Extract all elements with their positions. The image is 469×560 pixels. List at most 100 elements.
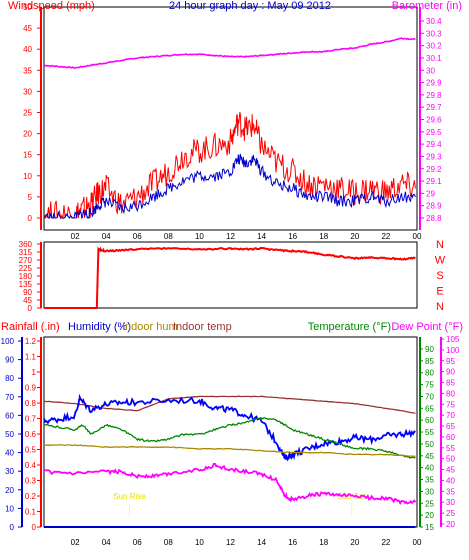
panel3-x-tick-label: 08 xyxy=(164,538,173,547)
direction-tick-label: 180 xyxy=(19,272,33,281)
direction-tick-label: 0 xyxy=(28,304,33,313)
series-wind-speed xyxy=(43,153,416,219)
panel1-x-tick-label: 02 xyxy=(71,232,80,241)
rain-tick-label: 0.7 xyxy=(25,415,37,424)
dewpoint-tick-label: 90 xyxy=(446,368,455,377)
series-indoor-temp xyxy=(43,395,416,414)
barometer-tick-label: 30.2 xyxy=(426,42,442,51)
panel1-x-tick-label: 18 xyxy=(319,232,328,241)
compass-label: W xyxy=(435,255,446,267)
rain-tick-label: 0.5 xyxy=(25,446,37,455)
rain-tick-label: 0.4 xyxy=(25,461,37,470)
windspeed-tick-label: 0 xyxy=(28,214,33,223)
windspeed-tick-label: 45 xyxy=(23,24,32,33)
rain-tick-label: 0.3 xyxy=(25,477,37,486)
dewpoint-tick-label: 20 xyxy=(446,520,455,529)
indoor-hum-axis-label: Indoor hum xyxy=(122,321,178,333)
temperature-tick-label: 30 xyxy=(425,487,434,496)
panel1-x-tick-label: 20 xyxy=(350,232,359,241)
barometer-tick-label: 30.1 xyxy=(426,54,442,63)
panel-wind-frame xyxy=(43,6,418,231)
barometer-tick-label: 30.3 xyxy=(426,29,442,38)
dewpoint-tick-label: 25 xyxy=(446,509,455,518)
barometer-tick-label: 29.6 xyxy=(426,116,442,125)
series-barometer-in xyxy=(43,37,416,69)
temperature-tick-label: 50 xyxy=(425,440,434,449)
windspeed-tick-label: 5 xyxy=(28,193,33,202)
humidity-tick-label: 0 xyxy=(10,523,15,532)
barometer-tick-label: 29.3 xyxy=(426,152,442,161)
series-temperature-f xyxy=(43,416,416,459)
temperature-tick-label: 25 xyxy=(425,499,434,508)
temperature-tick-label: 75 xyxy=(425,381,434,390)
dewpoint-tick-label: 75 xyxy=(446,400,455,409)
temperature-tick-label: 65 xyxy=(425,404,434,413)
temperature-tick-label: 35 xyxy=(425,476,434,485)
panel3-x-tick-label: 02 xyxy=(71,538,80,547)
direction-tick-label: 45 xyxy=(23,296,32,305)
sun-marker-label: Sun Set xyxy=(337,492,366,501)
dewpoint-tick-label: 70 xyxy=(446,411,455,420)
barometer-tick-label: 29.2 xyxy=(426,165,442,174)
series-wind-direction xyxy=(44,246,416,309)
chart-title: 24 hour graph day : May 09 2012 xyxy=(169,0,331,12)
rain-tick-label: 1.2 xyxy=(25,337,37,346)
direction-tick-label: 225 xyxy=(19,264,33,273)
direction-tick-label: 360 xyxy=(19,240,33,249)
panel-wind-barometer: Windspeed (mph) 24 hour graph day : May … xyxy=(8,0,462,241)
panel3-x-tick-label: 06 xyxy=(133,538,142,547)
humidity-tick-label: 80 xyxy=(5,374,14,383)
humidity-tick-label: 70 xyxy=(5,393,14,402)
dewpoint-tick-label: 60 xyxy=(446,433,455,442)
panel-temperature-humidity: Rainfall (.in) Humidity (%) Indoor hum I… xyxy=(1,321,463,547)
panel1-x-tick-label: 22 xyxy=(381,232,390,241)
panel3-x-tick-label: 20 xyxy=(350,538,359,547)
temperature-tick-label: 55 xyxy=(425,428,434,437)
barometer-tick-label: 28.9 xyxy=(426,202,442,211)
series-dew-point-f xyxy=(43,462,417,506)
temperature-tick-label: 15 xyxy=(425,523,434,532)
windspeed-tick-label: 25 xyxy=(23,109,32,118)
compass-label: S xyxy=(436,270,443,282)
dewpoint-tick-label: 80 xyxy=(446,389,455,398)
barometer-tick-label: 30.4 xyxy=(426,17,442,26)
humidity-tick-label: 10 xyxy=(5,504,14,513)
dewpoint-tick-label: 65 xyxy=(446,422,455,431)
dewpoint-tick-label: 35 xyxy=(446,487,455,496)
humidity-tick-label: 40 xyxy=(5,449,14,458)
rain-tick-label: 0 xyxy=(32,523,37,532)
barometer-tick-label: 28.8 xyxy=(426,214,442,223)
dewpoint-tick-label: 100 xyxy=(446,346,460,355)
temperature-tick-label: 90 xyxy=(425,345,434,354)
temperature-tick-label: 60 xyxy=(425,416,434,425)
windspeed-tick-label: 10 xyxy=(23,172,32,181)
dewpoint-tick-label: 50 xyxy=(446,455,455,464)
series-humidity xyxy=(43,393,416,462)
panel1-x-tick-label: 10 xyxy=(195,232,204,241)
panel3-x-tick-label: 12 xyxy=(226,538,235,547)
rain-tick-label: 0.9 xyxy=(25,384,37,393)
barometer-axis-label: Barometer (in) xyxy=(392,0,462,12)
barometer-tick-label: 29.5 xyxy=(426,128,442,137)
barometer-tick-label: 29.4 xyxy=(426,140,442,149)
windspeed-tick-label: 50 xyxy=(23,3,32,12)
rain-tick-label: 0.2 xyxy=(25,492,37,501)
humidity-tick-label: 100 xyxy=(1,337,15,346)
sun-marker-label: Sun Rise xyxy=(113,492,146,501)
panel3-x-tick-label: 22 xyxy=(381,538,390,547)
rain-tick-label: 0.8 xyxy=(25,399,37,408)
windspeed-tick-label: 20 xyxy=(23,130,32,139)
dewpoint-tick-label: 105 xyxy=(446,335,460,344)
humidity-tick-label: 30 xyxy=(5,467,14,476)
windspeed-tick-label: 40 xyxy=(23,45,32,54)
direction-tick-label: 315 xyxy=(19,248,33,257)
temperature-tick-label: 85 xyxy=(425,357,434,366)
barometer-tick-label: 30 xyxy=(426,66,435,75)
compass-label: E xyxy=(436,286,443,298)
humidity-tick-label: 60 xyxy=(5,411,14,420)
panel3-x-tick-label: 14 xyxy=(257,538,266,547)
panel1-x-tick-label: 08 xyxy=(164,232,173,241)
series-indoor-hum xyxy=(43,444,416,457)
